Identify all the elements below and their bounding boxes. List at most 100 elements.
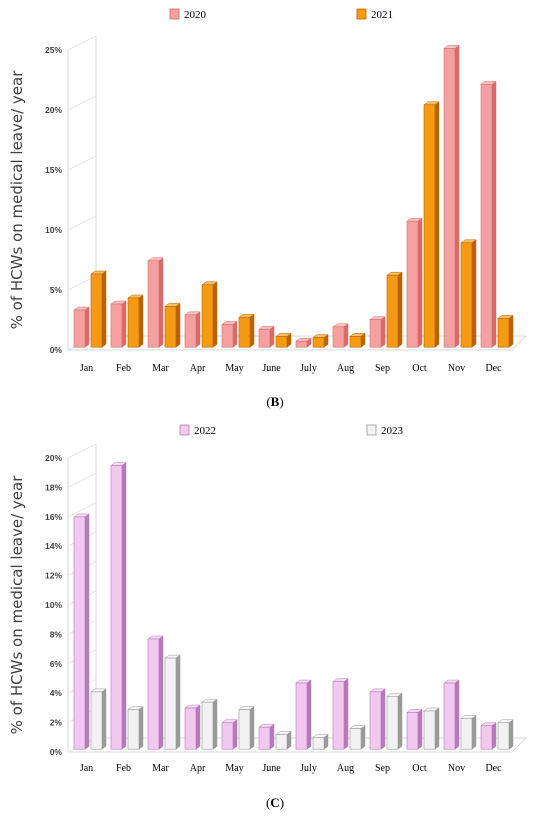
- bar-2021-July: [312, 337, 325, 348]
- bar-side: [249, 313, 255, 348]
- legend-swatch: [169, 8, 180, 20]
- y-tick-label: 4%: [50, 688, 63, 698]
- bar-2020-Mar: [147, 260, 160, 348]
- bar-2020-July: [295, 340, 308, 348]
- bar-2021-Dec: [497, 318, 510, 348]
- bar-2023-July: [312, 737, 325, 750]
- x-tick-label: Dec: [485, 363, 502, 374]
- x-tick-label: Sep: [375, 363, 390, 374]
- bar-side: [138, 294, 144, 348]
- bar-2020-Oct: [406, 220, 419, 348]
- x-tick-label: July: [300, 763, 317, 774]
- x-tick-label: Aug: [337, 363, 354, 374]
- panel-label-close: ): [279, 795, 285, 810]
- bar-side: [491, 80, 497, 348]
- bar-side: [195, 311, 201, 348]
- bar-2020-Aug: [332, 326, 345, 348]
- legend-label: 2020: [184, 9, 207, 21]
- bar-2023-Aug: [349, 728, 362, 750]
- bar-2021-Mar: [164, 306, 177, 348]
- bar-2021-Nov: [460, 242, 473, 348]
- x-tick-label: Nov: [448, 763, 465, 774]
- bar-2023-June: [275, 734, 288, 750]
- bar-side: [101, 270, 107, 348]
- bar-2022-Sep: [369, 691, 382, 750]
- bar-side: [232, 320, 238, 348]
- x-tick-label: Mar: [152, 763, 169, 774]
- bar-side: [343, 678, 349, 750]
- y-tick-label: 15%: [45, 165, 62, 175]
- bar-2022-June: [258, 726, 271, 750]
- bar-side: [212, 281, 218, 348]
- bar-side: [84, 306, 90, 348]
- bar-side: [121, 461, 127, 750]
- bar-2023-Feb: [127, 709, 140, 750]
- bar-side: [380, 316, 386, 348]
- x-tick-label: Apr: [190, 363, 206, 374]
- y-tick-line: [67, 95, 97, 111]
- y-tick-label: 18%: [45, 482, 62, 492]
- panel-label-c: (C): [0, 795, 550, 811]
- x-tick-label: June: [262, 763, 281, 774]
- y-tick-line: [67, 502, 97, 518]
- x-tick-label: July: [300, 363, 317, 374]
- x-tick-label: June: [262, 363, 281, 374]
- bar-2021-Apr: [201, 284, 214, 348]
- bar-2022-Feb: [110, 465, 123, 750]
- bar-2021-Oct: [423, 104, 436, 348]
- bar-side: [397, 271, 403, 348]
- bar-side: [380, 688, 386, 750]
- bar-2022-Oct: [406, 712, 419, 750]
- y-tick-line: [67, 35, 97, 51]
- panel-label-b: (B): [0, 394, 550, 410]
- y-tick-label: 6%: [50, 659, 63, 669]
- bar-side: [454, 679, 460, 750]
- bar-2023-Apr: [201, 701, 214, 750]
- bar-2020-Sep: [369, 319, 382, 348]
- y-tick-label: 20%: [45, 453, 62, 463]
- bar-2022-Aug: [332, 681, 345, 750]
- y-tick-label: 0%: [50, 345, 63, 355]
- chart-b-svg: 0% 5% 10% 15% 20% 25% % of HCWs on medical lea…: [8, 8, 528, 374]
- bar-side: [471, 239, 477, 348]
- bar-2022-Jan: [73, 516, 86, 750]
- bar-2020-Apr: [184, 314, 197, 348]
- legend-label: 2023: [381, 425, 404, 437]
- bar-side: [175, 302, 181, 348]
- bar-2022-Nov: [443, 682, 456, 750]
- y-tick-label: 5%: [50, 285, 63, 295]
- bar-2020-Jan: [73, 309, 86, 348]
- bar-side: [249, 706, 255, 750]
- bar-2021-Sep: [386, 274, 399, 348]
- y-tick-label: 10%: [45, 600, 62, 610]
- bar-2020-Dec: [480, 84, 493, 348]
- y-tick-label: 12%: [45, 571, 62, 581]
- bar-2023-Sep: [386, 695, 399, 750]
- y-tick-label: 10%: [45, 225, 62, 235]
- x-tick-label: Feb: [116, 363, 131, 374]
- y-tick-line: [67, 472, 97, 488]
- bar-side: [232, 719, 238, 750]
- bar-2020-May: [221, 324, 234, 348]
- y-axis-title: % of HCWs on medical leave/ year: [8, 475, 26, 735]
- legend-label: 2022: [194, 425, 216, 437]
- x-tick-label: May: [225, 763, 243, 774]
- y-tick-label: 25%: [45, 45, 62, 55]
- bar-2021-Feb: [127, 297, 140, 348]
- bar-side: [306, 679, 312, 750]
- y-tick-line: [67, 155, 97, 171]
- bar-side: [269, 723, 275, 750]
- bar-side: [212, 698, 218, 750]
- bar-side: [397, 692, 403, 750]
- y-tick-label: 0%: [50, 747, 63, 757]
- bar-2021-Aug: [349, 336, 362, 348]
- bar-2020-Nov: [443, 48, 456, 348]
- legend-label: 2021: [371, 9, 393, 21]
- y-tick-label: 2%: [50, 718, 63, 728]
- bar-side: [508, 314, 514, 348]
- bar-side: [269, 325, 275, 348]
- bar-2023-Dec: [497, 722, 510, 750]
- panel-label-open: (: [266, 394, 271, 409]
- y-tick-label: 8%: [50, 629, 63, 639]
- bar-side: [138, 706, 144, 750]
